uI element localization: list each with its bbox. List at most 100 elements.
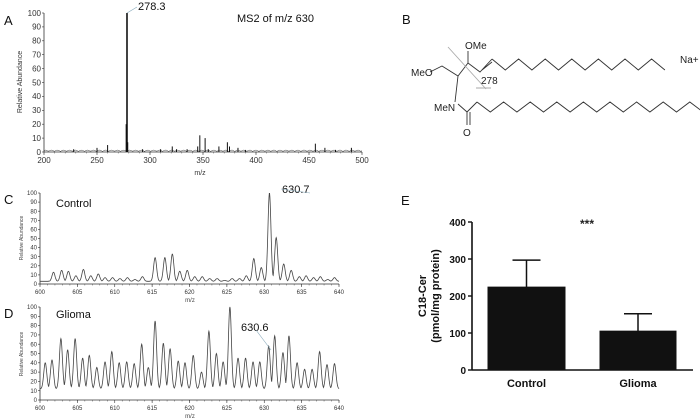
bar-chart-e-y-tick-label: 300 xyxy=(449,255,466,266)
spectrum-a-x-tick-label: 400 xyxy=(249,156,263,165)
spectrum-c-x-tick-label: 640 xyxy=(334,290,345,296)
panel-label-e: E xyxy=(401,193,410,208)
structure-carbonyl-oxygen: O xyxy=(463,128,471,139)
spectrum-c-x-tick-label: 625 xyxy=(222,290,233,296)
bar-chart-e-y-tick-label: 100 xyxy=(449,329,466,340)
spectrum-d-y-tick-label: 20 xyxy=(30,380,37,386)
spectrum-a-noise xyxy=(43,149,363,152)
panel-label-a: A xyxy=(4,13,13,28)
chemical-structure xyxy=(429,46,700,125)
bar-chart-e-ylabel-line2: (pmol/mg protein) xyxy=(430,249,442,343)
structure-bonds xyxy=(429,51,493,125)
spectrum-d-x-tick-label: 620 xyxy=(184,406,195,412)
spectrum-d-y-tick-label: 0 xyxy=(34,398,38,404)
spectrum-c-annotation-leader xyxy=(280,188,311,194)
structure-sodium-ion: Na+ xyxy=(680,55,699,66)
bar-chart-e-y-tick-label: 200 xyxy=(449,292,466,303)
spectrum-d-x-tick-label: 630 xyxy=(259,406,270,412)
category-label-glioma: Glioma xyxy=(619,378,657,390)
structure-meo-label: MeO xyxy=(411,68,433,79)
spectrum-c-y-tick-label: 70 xyxy=(30,218,37,224)
spectrum-d-y-tick-label: 80 xyxy=(30,324,37,330)
category-label-control: Control xyxy=(507,378,546,390)
spectrum-a-y-tick-label: 80 xyxy=(32,37,41,46)
spectrum-d-y-tick-label: 10 xyxy=(30,389,37,395)
spectrum-d-x-tick-label: 635 xyxy=(297,406,308,412)
spectrum-c-trace xyxy=(40,193,339,282)
spectrum-d-trace xyxy=(39,306,340,390)
alkyl-chain-fatty-acyl xyxy=(476,101,700,113)
panel-label-b: B xyxy=(402,12,411,27)
structure-ome-label: OMe xyxy=(465,41,487,52)
spectrum-a-title: MS2 of m/z 630 xyxy=(237,13,314,25)
panel-label-c: C xyxy=(4,192,13,207)
spectrum-a-y-tick-label: 0 xyxy=(37,148,42,157)
spectrum-c-x-tick-label: 600 xyxy=(35,290,46,296)
spectrum-d-x-tick-label: 610 xyxy=(110,406,121,412)
spectrum-a-y-tick-label: 70 xyxy=(32,51,41,60)
spectrum-c-x-tick-label: 635 xyxy=(297,290,308,296)
spectrum-a-y-tick-label: 50 xyxy=(32,78,41,87)
bar-chart-e: C18-Cer (pmol/mg protein) *** 0 100 200 300… xyxy=(417,217,693,390)
spectrum-a-ylabel: Relative Abundance xyxy=(17,51,24,113)
spectrum-a-x-tick-label: 450 xyxy=(302,156,316,165)
spectrum-c-y-tick-label: 0 xyxy=(34,282,38,288)
spectrum-d-x-tick-label: 600 xyxy=(35,406,46,412)
significance-marker: *** xyxy=(580,217,594,231)
bar-chart-e-ylabel-line1: C18-Cer xyxy=(417,274,429,317)
spectrum-d-ylabel: Relative Abundance xyxy=(19,332,25,377)
spectrum-d: Glioma m/z Relative Abundance 630.6 0 10 2… xyxy=(19,305,345,420)
spectrum-d-y-tick-label: 90 xyxy=(30,314,37,320)
spectrum-a-y-tick-label: 100 xyxy=(28,9,42,18)
spectrum-a-y-tick-label: 60 xyxy=(32,64,41,73)
structure-men-label: MeN xyxy=(434,103,455,114)
spectrum-c-y-tick-label: 30 xyxy=(30,255,37,261)
spectrum-d-y-tick-label: 60 xyxy=(30,342,37,348)
spectrum-d-annotation-leader xyxy=(255,329,272,351)
spectrum-c-xlabel: m/z xyxy=(185,298,195,304)
spectrum-c-ylabel: Relative Abundance xyxy=(19,216,25,261)
spectrum-a-y-tick-label: 30 xyxy=(32,106,41,115)
spectrum-c-y-tick-label: 90 xyxy=(30,200,37,206)
spectrum-a-x-tick-label: 350 xyxy=(196,156,210,165)
spectrum-c-y-tick-label: 80 xyxy=(30,209,37,215)
spectrum-d-x-tick-label: 615 xyxy=(147,406,158,412)
spectrum-c-y-tick-label: 50 xyxy=(30,237,37,243)
spectrum-a-peak-annotation: 278.3 xyxy=(138,1,166,13)
fragmentation-line xyxy=(447,46,491,90)
spectrum-c-peak-annotation: 630.7 xyxy=(282,184,310,196)
spectrum-c-y-tick-label: 40 xyxy=(30,246,37,252)
spectrum-d-title: Glioma xyxy=(56,309,92,321)
spectrum-d-peak-annotation: 630.6 xyxy=(241,322,269,334)
spectrum-d-y-tick-label: 70 xyxy=(30,333,37,339)
spectrum-a-annotation-leader xyxy=(126,6,138,14)
spectrum-d-x-tick-label: 640 xyxy=(334,406,345,412)
spectrum-d-x-tick-label: 625 xyxy=(222,406,233,412)
alkyl-chain-sphingoid xyxy=(491,58,666,71)
bar-glioma xyxy=(599,330,677,371)
spectrum-d-y-tick-label: 100 xyxy=(27,305,38,311)
bar-chart-e-y-tick-label: 400 xyxy=(449,218,466,229)
bar-control xyxy=(487,286,566,371)
spectrum-a-y-tick-label: 20 xyxy=(32,120,41,129)
spectrum-a-x-tick-label: 250 xyxy=(90,156,104,165)
spectrum-c-y-tick-label: 100 xyxy=(27,191,38,197)
spectrum-c-x-tick-label: 630 xyxy=(259,290,270,296)
spectrum-a-xlabel: m/z xyxy=(194,170,206,177)
bar-chart-e-y-tick-label: 0 xyxy=(460,366,466,377)
spectrum-a: MS2 of m/z 630 m/z Relative Abundance 27… xyxy=(17,1,369,177)
spectrum-c-y-tick-label: 10 xyxy=(30,273,37,279)
spectrum-d-y-tick-label: 50 xyxy=(30,352,37,358)
spectrum-d-xlabel: m/z xyxy=(185,414,195,420)
spectrum-d-x-tick-label: 605 xyxy=(72,406,83,412)
spectrum-c: Control m/z Relative Abundance 630.7 0 10… xyxy=(19,184,345,304)
spectrum-c-x-tick-label: 605 xyxy=(72,290,83,296)
spectrum-a-x-tick-label: 200 xyxy=(37,156,51,165)
spectrum-d-y-tick-label: 30 xyxy=(30,370,37,376)
spectrum-a-y-tick-label: 40 xyxy=(32,92,41,101)
spectrum-c-y-tick-label: 60 xyxy=(30,228,37,234)
spectrum-a-y-tick-label: 90 xyxy=(32,23,41,32)
spectrum-a-x-tick-label: 300 xyxy=(143,156,157,165)
panel-label-d: D xyxy=(4,306,13,321)
